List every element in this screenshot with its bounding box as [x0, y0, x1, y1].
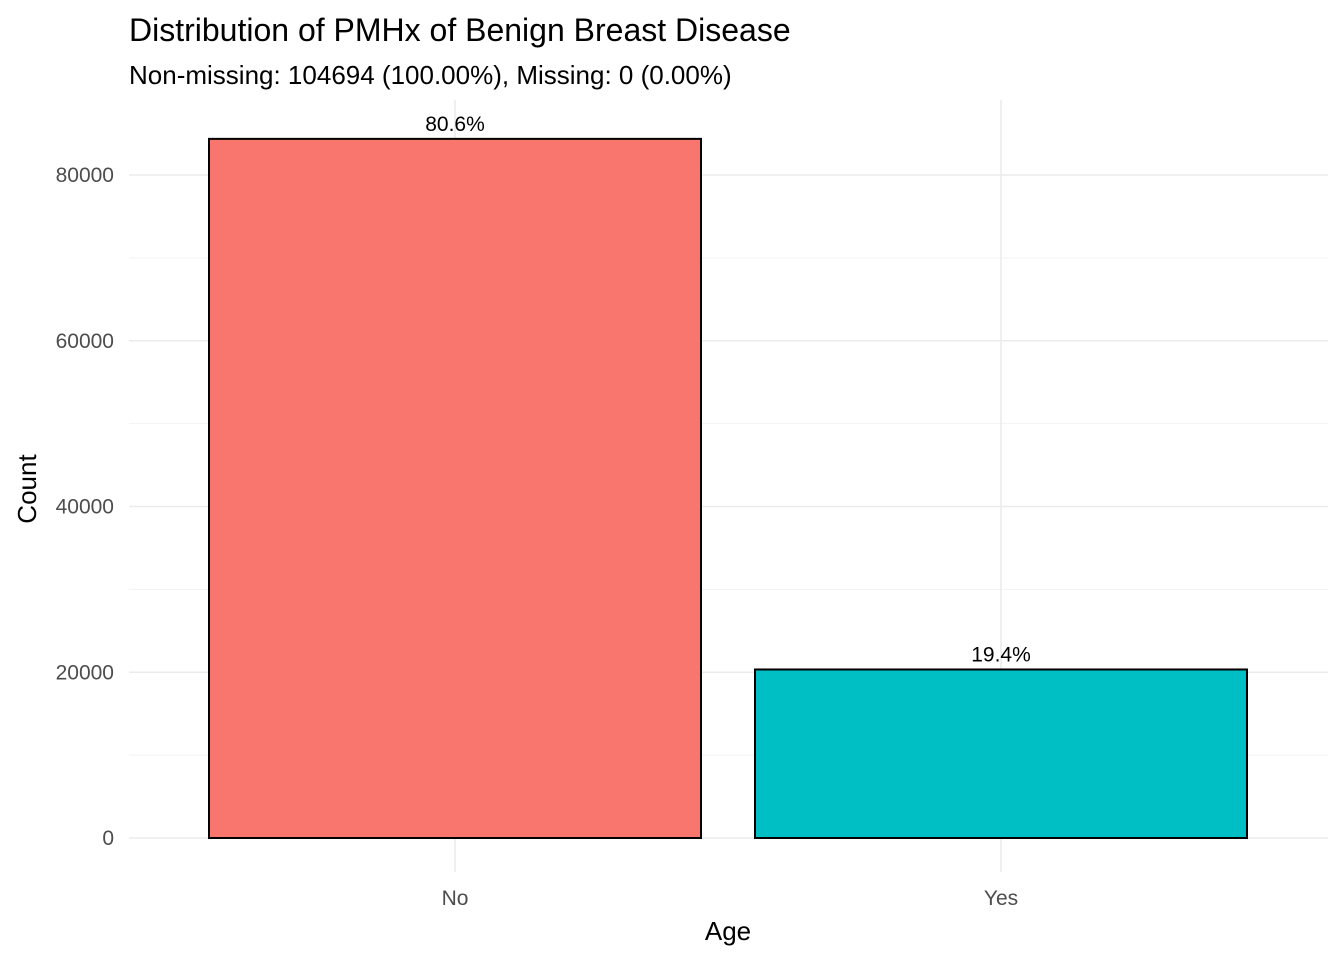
x-axis-title: Age: [705, 916, 751, 946]
chart-title: Distribution of PMHx of Benign Breast Di…: [129, 12, 791, 48]
data-label-yes: 19.4%: [971, 643, 1031, 666]
chart-subtitle: Non-missing: 104694 (100.00%), Missing: …: [129, 60, 732, 90]
data-label-no: 80.6%: [425, 113, 485, 136]
x-tick-label: Yes: [984, 887, 1018, 910]
y-axis-title: Count: [12, 454, 42, 524]
axes: 0 20000 40000 60000 80000 No Yes: [56, 164, 1019, 910]
y-tick-label: 40000: [56, 496, 114, 519]
bars: [208, 137, 1248, 840]
y-tick-label: 80000: [56, 164, 114, 187]
y-tick-label: 20000: [56, 661, 114, 684]
y-tick-label: 60000: [56, 330, 114, 353]
bar-yes: [754, 668, 1248, 840]
data-labels: 80.6% 19.4%: [425, 113, 1031, 667]
y-tick-label: 0: [102, 827, 114, 850]
x-tick-label: No: [442, 887, 469, 910]
bar-no: [208, 137, 702, 839]
